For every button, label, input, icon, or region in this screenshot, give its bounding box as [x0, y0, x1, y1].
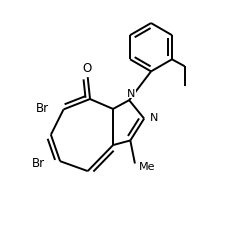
Text: N: N — [127, 89, 136, 99]
Text: O: O — [82, 62, 91, 75]
Text: Me: Me — [139, 161, 156, 171]
Text: Br: Br — [36, 102, 49, 115]
Text: Br: Br — [32, 156, 45, 169]
Text: N: N — [150, 113, 159, 123]
